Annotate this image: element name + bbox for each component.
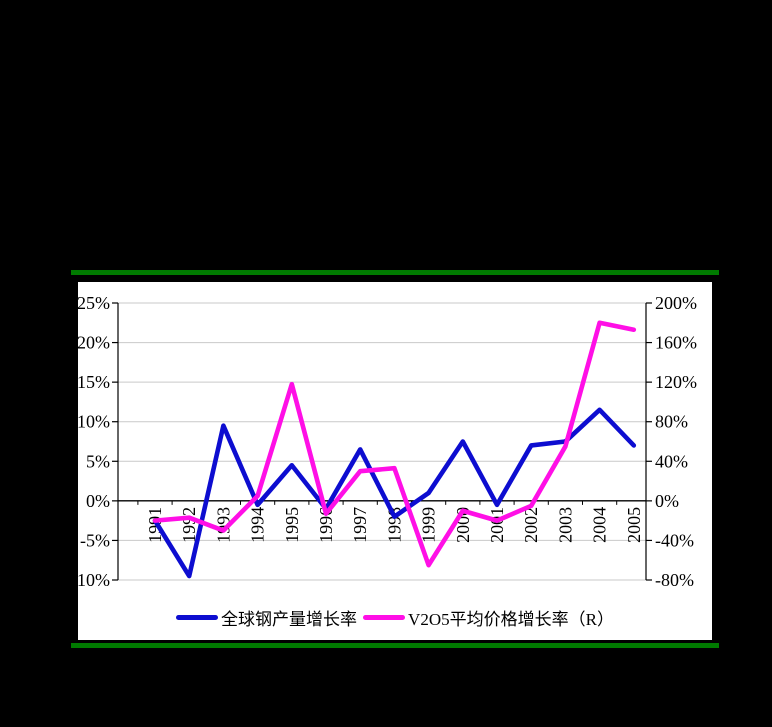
legend-label-v2o5: V2O5平均价格增长率（R） bbox=[408, 610, 614, 629]
right-axis-tick-label: 200% bbox=[655, 293, 697, 313]
left-axis-tick-label: 5% bbox=[86, 451, 110, 471]
left-axis-tick-label: 20% bbox=[78, 333, 110, 353]
chart-panel: 25% 200% 20% 160% 15% 120% 10% 80% 5% 40% 0% 0% -5% -… bbox=[78, 282, 712, 640]
right-axis-tick-label: 0% bbox=[655, 491, 679, 511]
x-axis-tick-label: 1994 bbox=[248, 507, 268, 543]
left-axis-tick-label: 15% bbox=[78, 372, 110, 392]
left-axis-tick-label: 25% bbox=[78, 293, 110, 313]
bottom-separator-line bbox=[71, 643, 719, 648]
legend-entry-steel: 全球钢产量增长率 bbox=[176, 605, 357, 630]
x-axis-tick-label: 1997 bbox=[350, 507, 370, 543]
x-axis-tick-label: 2004 bbox=[590, 507, 610, 543]
left-axis-tick-label: -5% bbox=[80, 530, 110, 550]
legend-line-sample-steel bbox=[176, 615, 219, 620]
chart-legend: 全球钢产量增长率 V2O5平均价格增长率（R） bbox=[78, 605, 712, 630]
left-axis-tick-label: -10% bbox=[78, 570, 110, 590]
legend-entry-v2o5: V2O5平均价格增长率（R） bbox=[363, 605, 614, 630]
x-axis-tick-label: 2005 bbox=[624, 507, 644, 543]
right-axis-tick-label: 120% bbox=[655, 372, 697, 392]
x-axis-tick-label: 2001 bbox=[487, 507, 507, 543]
right-axis-tick-label: 80% bbox=[655, 412, 688, 432]
x-axis-tick-label: 1999 bbox=[419, 507, 439, 543]
series-line-1 bbox=[152, 320, 637, 568]
x-axis-tick-label: 2003 bbox=[555, 507, 575, 543]
right-axis-tick-label: -40% bbox=[655, 530, 694, 550]
right-axis-tick-label: -80% bbox=[655, 570, 694, 590]
right-axis-tick-label: 40% bbox=[655, 451, 688, 471]
x-axis-tick-label: 1993 bbox=[213, 507, 233, 543]
top-separator-line bbox=[71, 270, 719, 275]
x-axis-tick-label: 2002 bbox=[521, 507, 541, 543]
left-axis-tick-label: 10% bbox=[78, 412, 110, 432]
legend-label-steel: 全球钢产量增长率 bbox=[221, 610, 358, 629]
legend-line-sample-v2o5 bbox=[363, 615, 406, 620]
x-axis-tick-label: 1995 bbox=[282, 507, 302, 543]
x-axis-tick-label: 1996 bbox=[316, 507, 336, 543]
right-axis-tick-label: 160% bbox=[655, 333, 697, 353]
left-axis-tick-label: 0% bbox=[86, 491, 110, 511]
dual-axis-line-chart: 25% 200% 20% 160% 15% 120% 10% 80% 5% 40% 0% 0% -5% -… bbox=[78, 293, 697, 590]
series-line-0 bbox=[152, 407, 637, 579]
